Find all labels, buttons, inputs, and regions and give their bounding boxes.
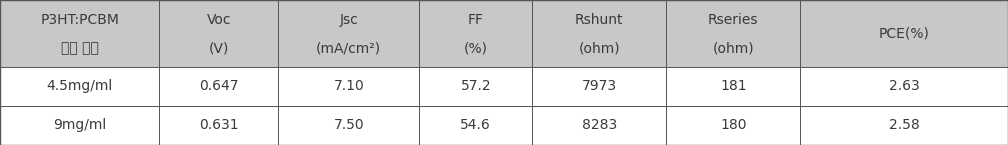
Text: 2.63: 2.63 [889,79,919,93]
Text: Jsc: Jsc [340,13,358,27]
Bar [419,67,532,106]
Bar [666,67,800,106]
Bar [278,0,419,67]
Text: Voc: Voc [207,13,231,27]
Text: FF: FF [468,13,484,27]
Bar [419,106,532,145]
Text: PCE(%): PCE(%) [879,26,929,40]
Text: P3HT:PCBM: P3HT:PCBM [40,13,119,27]
Text: 7973: 7973 [582,79,617,93]
Bar [532,0,666,67]
Text: Rshunt: Rshunt [575,13,624,27]
Bar [532,67,666,106]
Text: 7.10: 7.10 [334,79,364,93]
Bar [532,106,666,145]
Text: 2.58: 2.58 [889,118,919,132]
Bar [278,106,419,145]
Text: 0.631: 0.631 [199,118,239,132]
Bar [159,67,278,106]
Bar [800,0,1008,67]
Text: 7.50: 7.50 [334,118,364,132]
Bar [159,0,278,67]
Text: Rseries: Rseries [708,13,759,27]
Text: 용액 농도: 용액 농도 [60,41,99,55]
Text: (ohm): (ohm) [579,41,620,55]
Text: (V): (V) [209,41,229,55]
Text: (%): (%) [464,41,488,55]
Text: 57.2: 57.2 [461,79,491,93]
Bar [666,106,800,145]
Text: 4.5mg/ml: 4.5mg/ml [46,79,113,93]
Text: 9mg/ml: 9mg/ml [53,118,106,132]
Bar [278,67,419,106]
Bar [666,0,800,67]
Bar [419,0,532,67]
Bar [0,106,159,145]
Text: 0.647: 0.647 [199,79,239,93]
Text: 180: 180 [720,118,747,132]
Bar [0,67,159,106]
Bar [800,67,1008,106]
Text: 181: 181 [720,79,747,93]
Text: 8283: 8283 [582,118,617,132]
Text: (mA/cm²): (mA/cm²) [317,41,381,55]
Bar [0,0,159,67]
Text: 54.6: 54.6 [461,118,491,132]
Bar [159,106,278,145]
Bar [800,106,1008,145]
Text: (ohm): (ohm) [713,41,754,55]
